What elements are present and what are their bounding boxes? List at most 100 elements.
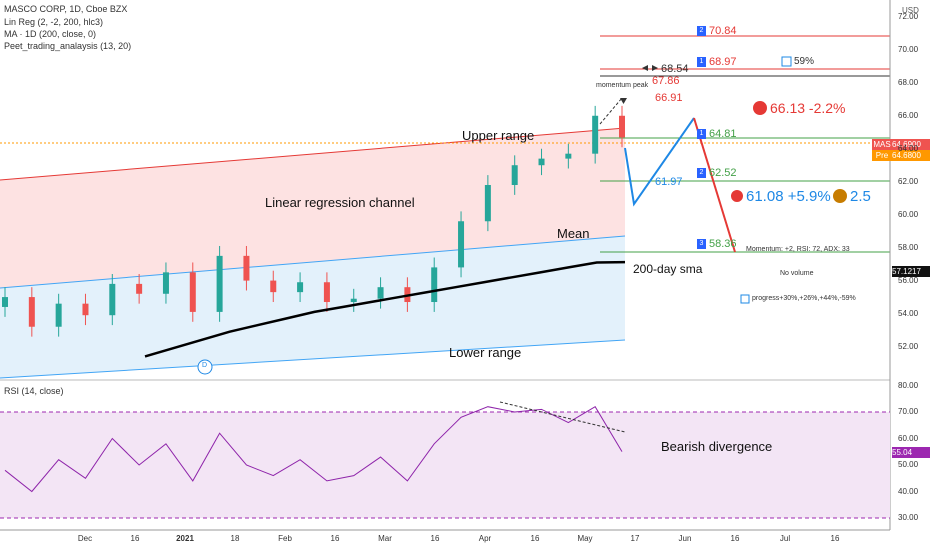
progress-small-icon <box>740 294 750 304</box>
rsi-tick-label: 40.00 <box>898 486 919 496</box>
dividend-marker[interactable] <box>197 359 213 375</box>
y-tick-label: 52.00 <box>898 341 919 351</box>
upper-range-label: Upper range <box>462 128 535 143</box>
candle-body <box>136 283 143 294</box>
candle-body <box>565 153 572 159</box>
candle-body <box>592 115 599 154</box>
y-tick-label: 56.00 <box>898 275 919 285</box>
y-tick-label: 62.00 <box>898 176 919 186</box>
candle-body <box>243 255 250 281</box>
rsi-tick-label: 70.00 <box>898 407 919 416</box>
projection-down-path <box>693 117 736 253</box>
candle-body <box>484 184 491 222</box>
candle-body <box>162 272 169 294</box>
candle-body <box>2 297 8 307</box>
candle-body <box>216 255 223 312</box>
y-tick-label: 72.00 <box>898 11 919 21</box>
upper-range-line <box>0 127 626 181</box>
x-tick-label: Feb <box>278 534 292 543</box>
x-tick-label: 16 <box>730 534 740 543</box>
momentum-text: Momentum: +2, RSI: 72, ADX: 33 <box>746 246 850 253</box>
pct59-label: 59% <box>794 56 815 67</box>
level-70-84: 2 70.84 <box>697 25 737 37</box>
x-tick-label: 16 <box>130 534 140 543</box>
price-tag-rsi: 55.04 <box>892 447 930 458</box>
x-tick-label: Dec <box>77 534 93 543</box>
sma-200-line <box>144 260 626 358</box>
symbol-title: MASCO CORP, 1D, Cboe BZX <box>4 4 128 14</box>
y-tick-label: 60.00 <box>898 209 919 219</box>
candles-group <box>2 105 625 337</box>
currency-label[interactable]: USD <box>902 6 919 15</box>
rsi-divergence-line <box>499 401 626 433</box>
x-tick-label: 18 <box>230 534 240 543</box>
x-tick-label: 16 <box>430 534 440 543</box>
rsi-title: RSI (14, close) <box>4 386 64 396</box>
momentum-trend-line <box>599 97 623 125</box>
x-tick-label: Apr <box>478 534 492 543</box>
indicator-peet: Peet_trading_analaysis (13, 20) <box>4 41 132 51</box>
x-tick-label: 16 <box>530 534 540 543</box>
price-tag-sma: 57.1217 <box>892 266 930 277</box>
arrow-right-icon <box>652 65 658 71</box>
price-tag-pre: Pre 64.6800 <box>872 150 930 161</box>
candle-body <box>538 158 545 166</box>
candle-body <box>511 165 518 185</box>
x-tick-label: Mar <box>378 534 392 543</box>
warning-triangle-icon <box>620 98 627 104</box>
rsi-tick-label: 50.00 <box>898 460 919 469</box>
level-68-54: 68.54 <box>661 63 689 75</box>
level-64-81: 1 64.81 <box>697 128 737 140</box>
x-tick-label: 16 <box>830 534 840 543</box>
candle-body <box>619 115 625 138</box>
x-tick-label: 17 <box>630 534 640 543</box>
candle-body <box>55 303 62 327</box>
level-66-91: 66.91 <box>655 92 683 104</box>
level-68-97: 1 68.97 <box>697 56 737 68</box>
y-tick-label: 64.00 <box>898 143 919 153</box>
lower-range-label: Lower range <box>449 345 522 360</box>
rsi-tick-label: 80.00 <box>898 380 919 390</box>
candle-body <box>82 303 89 316</box>
money-bag-icon <box>833 189 847 203</box>
no-volume-label: No volume <box>780 270 814 277</box>
target-main-label: 61.08 +5.9% <box>746 188 831 205</box>
mean-line <box>0 235 626 289</box>
target-down-label: 66.13 -2.2% <box>770 100 846 116</box>
candle-body <box>458 221 465 268</box>
lower-channel-fill <box>0 236 625 378</box>
projection-up-path <box>624 117 695 207</box>
rsi-line <box>4 406 623 493</box>
candle-body <box>189 272 196 312</box>
progress-chart-icon <box>781 56 792 67</box>
level-61-97: 61.97 <box>655 176 683 188</box>
x-tick-label: Jul <box>779 534 791 543</box>
x-tick-label: Jun <box>678 534 692 543</box>
candle-body <box>297 282 304 293</box>
sma-label: 200-day sma <box>633 262 703 276</box>
y-tick-label: 58.00 <box>898 242 919 252</box>
candle-body <box>323 282 330 303</box>
target-alt-label: 2.5 <box>850 188 871 205</box>
y-tick-label: 70.00 <box>898 44 919 54</box>
x-tick-label: 16 <box>330 534 340 543</box>
rsi-tick-label: 60.00 <box>898 433 919 443</box>
rsi-band-fill <box>0 412 890 518</box>
candle-body <box>270 280 277 293</box>
bearish-divergence-label: Bearish divergence <box>661 439 773 454</box>
candle-body <box>377 287 384 299</box>
mean-label: Mean <box>557 226 590 241</box>
level-58-36: 3 58.36 <box>697 238 737 250</box>
y-tick-label: 66.00 <box>898 110 919 120</box>
candle-body <box>28 297 35 327</box>
dividend-marker-label: D <box>202 362 208 369</box>
price-tag-mas: MAS64.6900 <box>872 139 930 150</box>
candle-body <box>109 283 116 316</box>
candle-body <box>350 298 357 303</box>
stop-sign-icon <box>753 101 767 115</box>
upper-channel-fill <box>0 128 625 288</box>
linreg-label: Linear regression channel <box>265 195 415 210</box>
progress-label: progress+30%,+26%,+44%,-59% <box>752 295 856 302</box>
